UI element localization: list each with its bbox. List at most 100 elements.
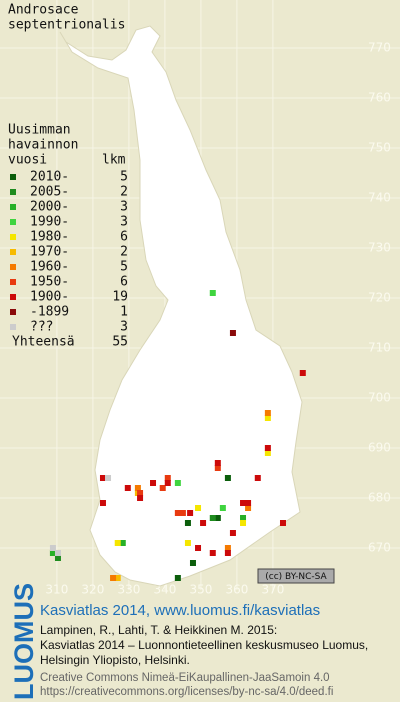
- observation: [159, 485, 166, 491]
- observation: [229, 330, 236, 336]
- observation: [209, 515, 216, 521]
- legend-count: 3: [120, 200, 128, 215]
- legend-label: -1899: [30, 305, 69, 320]
- observation: [209, 290, 216, 296]
- observation: [164, 475, 171, 481]
- x-tick-label: 360: [225, 583, 248, 597]
- legend-swatch: [10, 279, 16, 285]
- observation: [99, 500, 106, 506]
- observation: [229, 530, 236, 536]
- legend-count: 1: [120, 305, 128, 320]
- legend-total-label: Yhteensä: [12, 335, 75, 350]
- observation: [245, 500, 252, 506]
- legend-count: 5: [120, 260, 128, 275]
- legend-swatch: [10, 294, 16, 300]
- observation: [184, 520, 191, 526]
- observation: [49, 545, 56, 551]
- observation: [99, 475, 106, 481]
- citation: Helsingin Yliopisto, Helsinki.: [40, 653, 190, 667]
- x-tick-label: 310: [45, 583, 68, 597]
- legend-label: 2005-: [30, 185, 69, 200]
- y-tick-label: 720: [368, 291, 391, 305]
- observation: [219, 505, 226, 511]
- observation: [264, 445, 271, 451]
- headline: Kasviatlas 2014, www.luomus.fi/kasviatla…: [40, 602, 320, 619]
- license: Creative Commons Nimeä-EiKaupallinen-Jaa…: [40, 672, 330, 684]
- observation: [264, 415, 271, 421]
- observation: [179, 510, 186, 516]
- legend-header: vuosi: [8, 153, 47, 168]
- y-tick-label: 700: [368, 391, 391, 405]
- legend-label: 1980-: [30, 230, 69, 245]
- legend-label: 1970-: [30, 245, 69, 260]
- observation: [137, 495, 144, 501]
- observation: [174, 575, 181, 581]
- y-tick-label: 680: [368, 491, 391, 505]
- citation: Lampinen, R., Lahti, T. & Heikkinen M. 2…: [40, 623, 277, 637]
- observation: [214, 515, 221, 521]
- observation: [134, 485, 141, 491]
- observation: [54, 550, 61, 556]
- finland-outline: [59, 25, 303, 587]
- observation: [264, 450, 271, 456]
- legend-count: 2: [120, 245, 128, 260]
- legend-swatch: [10, 324, 16, 330]
- title-line: Androsace: [8, 3, 79, 18]
- legend-total-count: 55: [112, 335, 128, 350]
- observation: [224, 545, 231, 551]
- observation: [224, 550, 231, 556]
- observation: [187, 510, 194, 516]
- y-tick-label: 690: [368, 441, 391, 455]
- legend-count: 3: [120, 320, 128, 335]
- observation: [184, 540, 191, 546]
- license-badge: (cc) BY-NC-SA: [257, 568, 335, 584]
- title-line: septentrionalis: [8, 18, 125, 33]
- y-tick-label: 770: [368, 41, 391, 55]
- y-tick-label: 670: [368, 541, 391, 555]
- legend-swatch: [10, 234, 16, 240]
- legend-label: 2000-: [30, 200, 69, 215]
- observation: [195, 545, 202, 551]
- legend-count: 6: [120, 275, 128, 290]
- legend-count: 19: [112, 290, 128, 305]
- observation: [119, 540, 126, 546]
- observation: [49, 550, 56, 556]
- legend-count: 2: [120, 185, 128, 200]
- y-tick-label: 730: [368, 241, 391, 255]
- observation: [164, 480, 171, 486]
- legend-swatch: [10, 264, 16, 270]
- x-tick-label: 350: [189, 583, 212, 597]
- legend-count-header: lkm: [102, 153, 126, 168]
- observation: [137, 490, 144, 496]
- observation: [264, 410, 271, 416]
- x-tick-label: 330: [117, 583, 140, 597]
- legend-label: 1900-: [30, 290, 69, 305]
- observations: [49, 290, 306, 581]
- observation: [114, 575, 121, 581]
- y-tick-label: 740: [368, 191, 391, 205]
- legend-header: Uusimman: [8, 123, 71, 138]
- legend-label: 1950-: [30, 275, 69, 290]
- legend-label: 1960-: [30, 260, 69, 275]
- legend-label: 2010-: [30, 170, 69, 185]
- observation: [200, 520, 207, 526]
- observation: [299, 370, 306, 376]
- observation: [124, 485, 131, 491]
- observation: [110, 575, 117, 581]
- observation: [279, 520, 286, 526]
- observation: [189, 560, 196, 566]
- legend-count: 3: [120, 215, 128, 230]
- observation: [105, 475, 112, 481]
- license: https://creativecommons.org/licenses/by-…: [40, 686, 333, 698]
- observation: [195, 505, 202, 511]
- observation: [150, 480, 157, 486]
- observation: [174, 510, 181, 516]
- legend-swatch: [10, 249, 16, 255]
- observation: [254, 475, 261, 481]
- legend-count: 5: [120, 170, 128, 185]
- legend-label: 1990-: [30, 215, 69, 230]
- legend-swatch: [10, 189, 16, 195]
- x-tick-label: 370: [261, 583, 284, 597]
